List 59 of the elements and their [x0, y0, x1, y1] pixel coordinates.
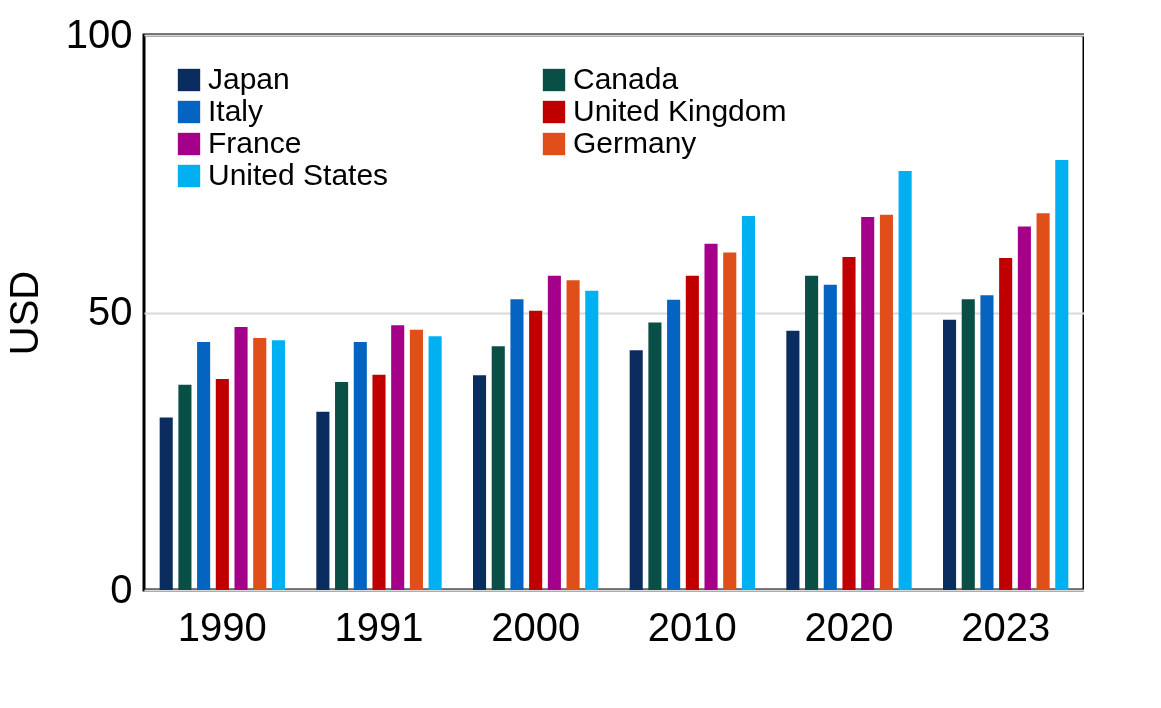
- bar: [585, 290, 599, 590]
- legend-label: Germany: [573, 126, 697, 159]
- x-tick-label: 2010: [647, 604, 737, 649]
- legend-label: Italy: [208, 94, 264, 127]
- bar: [667, 299, 681, 590]
- x-tick-label: 2000: [491, 604, 581, 649]
- bar: [823, 284, 837, 590]
- x-tick-label: 1990: [177, 604, 267, 649]
- bar: [372, 374, 386, 590]
- bar: [316, 411, 330, 590]
- bar: [529, 310, 543, 590]
- y-tick-label: 0: [110, 566, 133, 611]
- bar: [215, 379, 229, 590]
- bar: [510, 299, 524, 590]
- bar: [741, 215, 755, 590]
- bar: [159, 417, 173, 590]
- bar: [805, 275, 819, 590]
- bar: [335, 381, 349, 590]
- legend-label: France: [208, 126, 302, 159]
- bar: [685, 275, 699, 590]
- bar: [980, 295, 994, 590]
- bar: [999, 258, 1013, 590]
- bar: [879, 214, 893, 590]
- bar: [1055, 159, 1069, 590]
- y-axis-title: USD: [1, 270, 46, 356]
- bar: [178, 384, 192, 590]
- bar: [473, 375, 487, 590]
- bar: [353, 341, 367, 590]
- bar: [428, 336, 442, 590]
- bar: [391, 325, 405, 590]
- bar: [253, 338, 267, 590]
- y-tick-label: 50: [88, 289, 133, 333]
- legend-label: United States: [208, 158, 389, 191]
- legend-label: Canada: [573, 62, 679, 95]
- x-tick-label: 2023: [961, 604, 1051, 649]
- bar: [566, 280, 580, 590]
- bar: [491, 346, 505, 590]
- bar: [547, 275, 561, 590]
- legend-label: United Kingdom: [573, 94, 787, 127]
- legend-label: Japan: [208, 62, 290, 95]
- bar: [961, 299, 975, 590]
- bar: [943, 319, 957, 590]
- bar: [842, 257, 856, 590]
- x-tick-label: 2020: [804, 604, 894, 649]
- bar: [1036, 213, 1050, 590]
- bar: [723, 252, 737, 590]
- bar: [234, 326, 248, 590]
- bar: [409, 329, 423, 590]
- bar: [861, 217, 875, 590]
- bar: [704, 243, 718, 590]
- bar: [629, 350, 643, 590]
- bar: [197, 341, 211, 590]
- x-tick-label: 1991: [334, 604, 424, 649]
- bar: [786, 330, 800, 590]
- bar: [1017, 226, 1031, 590]
- y-tick-label: 100: [65, 11, 133, 56]
- bar: [898, 170, 912, 590]
- bar: [648, 322, 662, 590]
- bar: [271, 340, 285, 590]
